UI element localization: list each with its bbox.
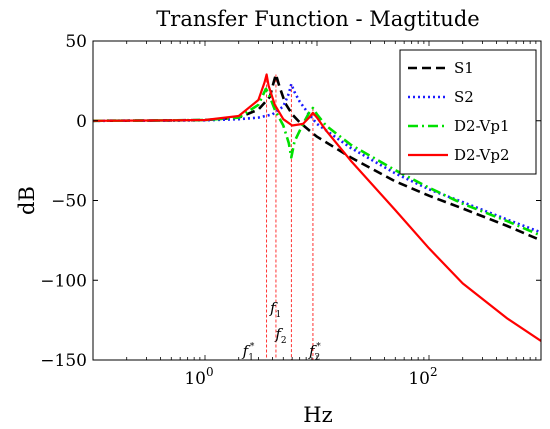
legend-label: D2-Vp1 — [454, 117, 510, 135]
legend-label: S1 — [454, 59, 474, 77]
legend-label: D2-Vp2 — [454, 146, 510, 164]
plot-area — [93, 73, 541, 342]
legend: S1 S2 D2-Vp1 D2-Vp2 — [399, 49, 537, 175]
y-tick-label: 50 — [65, 32, 87, 52]
y-tick-label: 0 — [76, 112, 87, 132]
chart-title: Transfer Function - Magtitude — [156, 7, 479, 31]
x-tick-label: 100 — [184, 365, 213, 389]
legend-box — [399, 49, 537, 175]
series-line-s2 — [93, 82, 541, 234]
axes: 50 0 −50 −100 −150 100 102 — [40, 32, 542, 389]
y-tick-label: −100 — [40, 271, 87, 291]
x-tick-label: 102 — [408, 365, 437, 389]
legend-label: S2 — [454, 88, 474, 106]
y-tick-label: −50 — [51, 192, 87, 212]
frequency-annotations: f1* f1 f2 f2* — [242, 299, 322, 363]
frequency-label: f1 — [269, 299, 281, 320]
y-tick-label: −150 — [40, 351, 87, 371]
frequency-label: f2* — [308, 342, 321, 363]
series-line-s1 — [93, 73, 541, 242]
x-axis-label: Hz — [303, 403, 332, 427]
y-axis-label: dB — [15, 186, 39, 215]
frequency-label: f1* — [242, 342, 255, 363]
series-line-d2-vp2 — [93, 73, 541, 342]
marker-guide-lines — [266, 74, 314, 360]
series-line-d2-vp1 — [93, 87, 541, 237]
frequency-label: f2 — [274, 325, 286, 346]
